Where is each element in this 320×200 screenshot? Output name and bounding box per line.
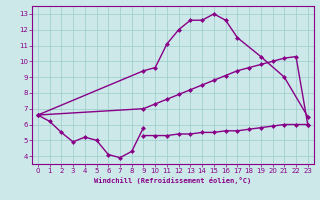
X-axis label: Windchill (Refroidissement éolien,°C): Windchill (Refroidissement éolien,°C): [94, 177, 252, 184]
